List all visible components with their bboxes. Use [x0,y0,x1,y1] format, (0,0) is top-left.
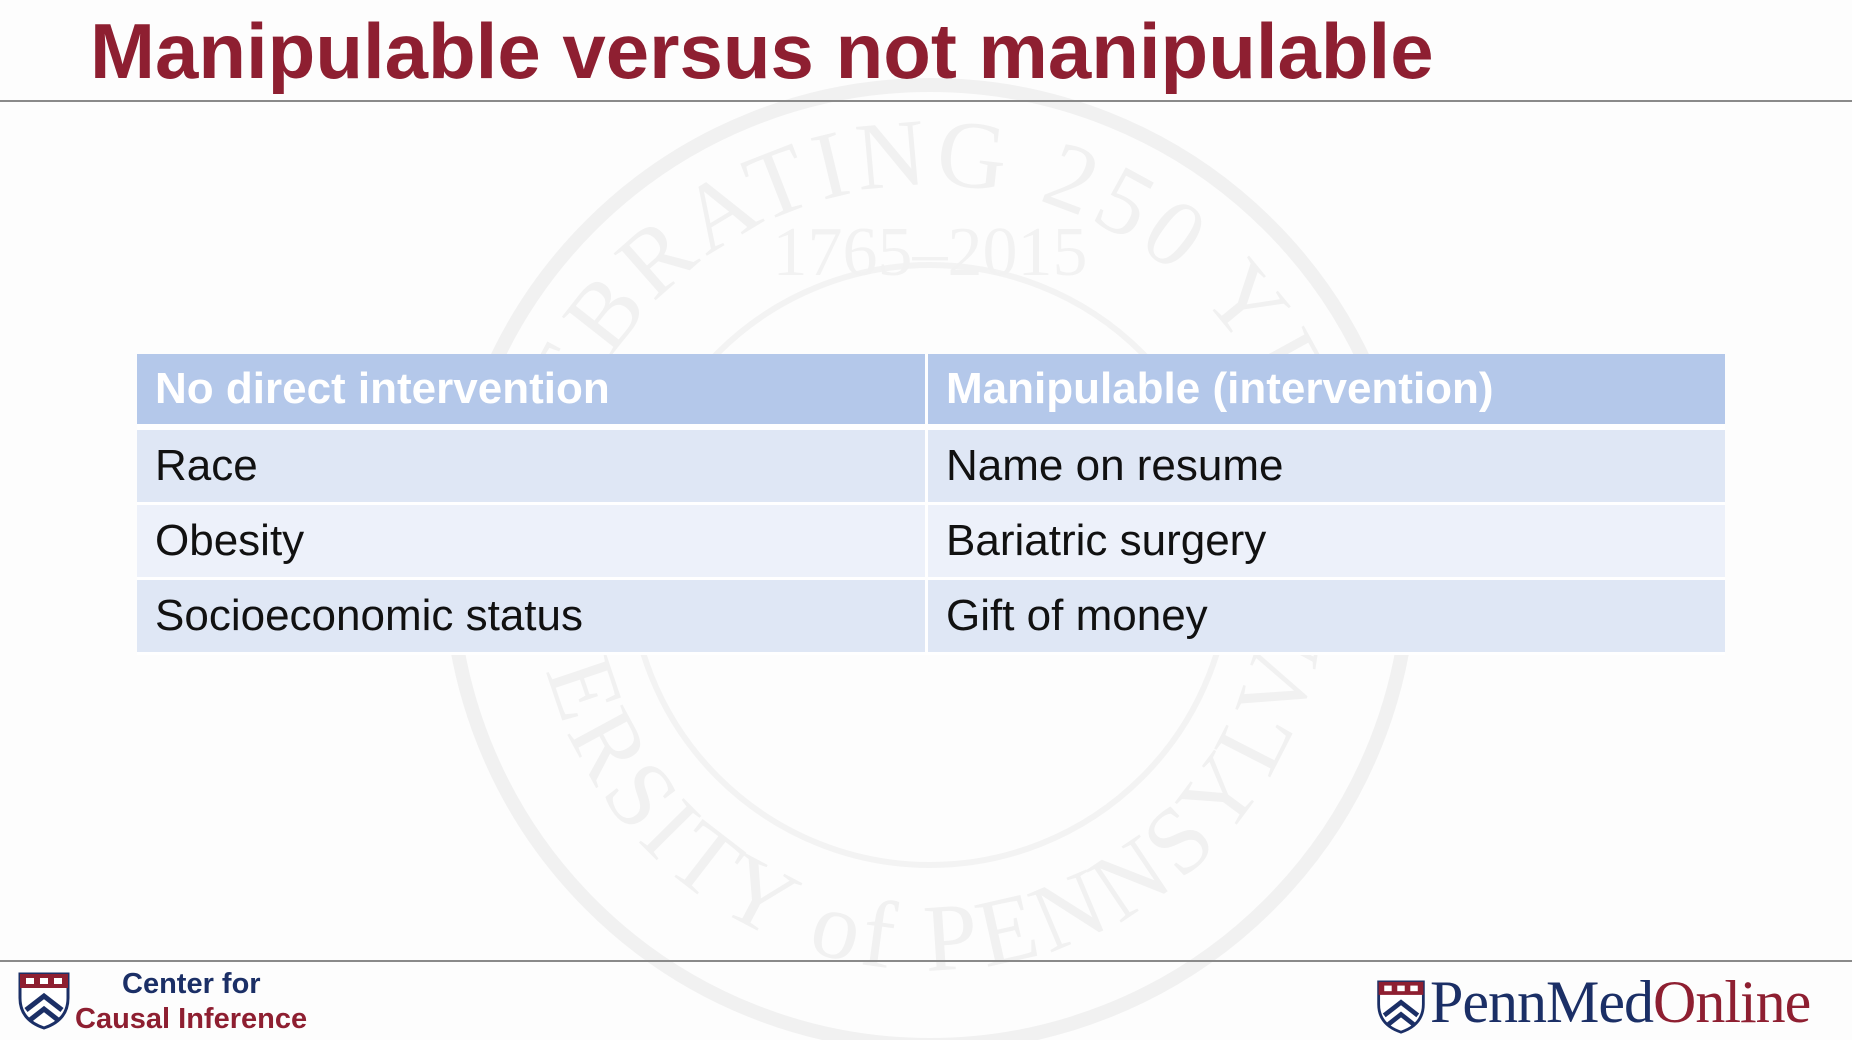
header-no-direct-intervention: No direct intervention [137,354,928,430]
brand-online: Online [1652,969,1811,1035]
table-cell: Bariatric surgery [928,505,1725,580]
table-row: Obesity Bariatric surgery [137,505,1725,580]
center-for-text: Center for [122,968,261,1000]
slide-title: Manipulable versus not manipulable [90,7,1434,95]
penn-shield-icon [18,972,70,1030]
causal-inference-text: Causal Inference [75,1003,308,1035]
comparison-table: No direct intervention Manipulable (inte… [137,354,1725,655]
table-header-row: No direct intervention Manipulable (inte… [137,354,1725,430]
table-cell: Gift of money [928,580,1725,655]
header-manipulable: Manipulable (intervention) [928,354,1725,430]
pennmedonline-logo-text: PennMedOnline [1430,968,1811,1037]
penn-shield-icon [1377,980,1425,1034]
table-row: Race Name on resume [137,430,1725,505]
table-cell: Obesity [137,505,928,580]
table-row: Socioeconomic status Gift of money [137,580,1725,655]
table-cell: Socioeconomic status [137,580,928,655]
footer-divider [0,960,1852,962]
table-cell: Name on resume [928,430,1725,505]
title-divider [0,100,1852,102]
table-cell: Race [137,430,928,505]
comparison-table-container: No direct intervention Manipulable (inte… [137,354,1725,655]
seal-years-text: 1765–2015 [773,214,1088,291]
brand-pennmed: PennMed [1430,969,1654,1035]
